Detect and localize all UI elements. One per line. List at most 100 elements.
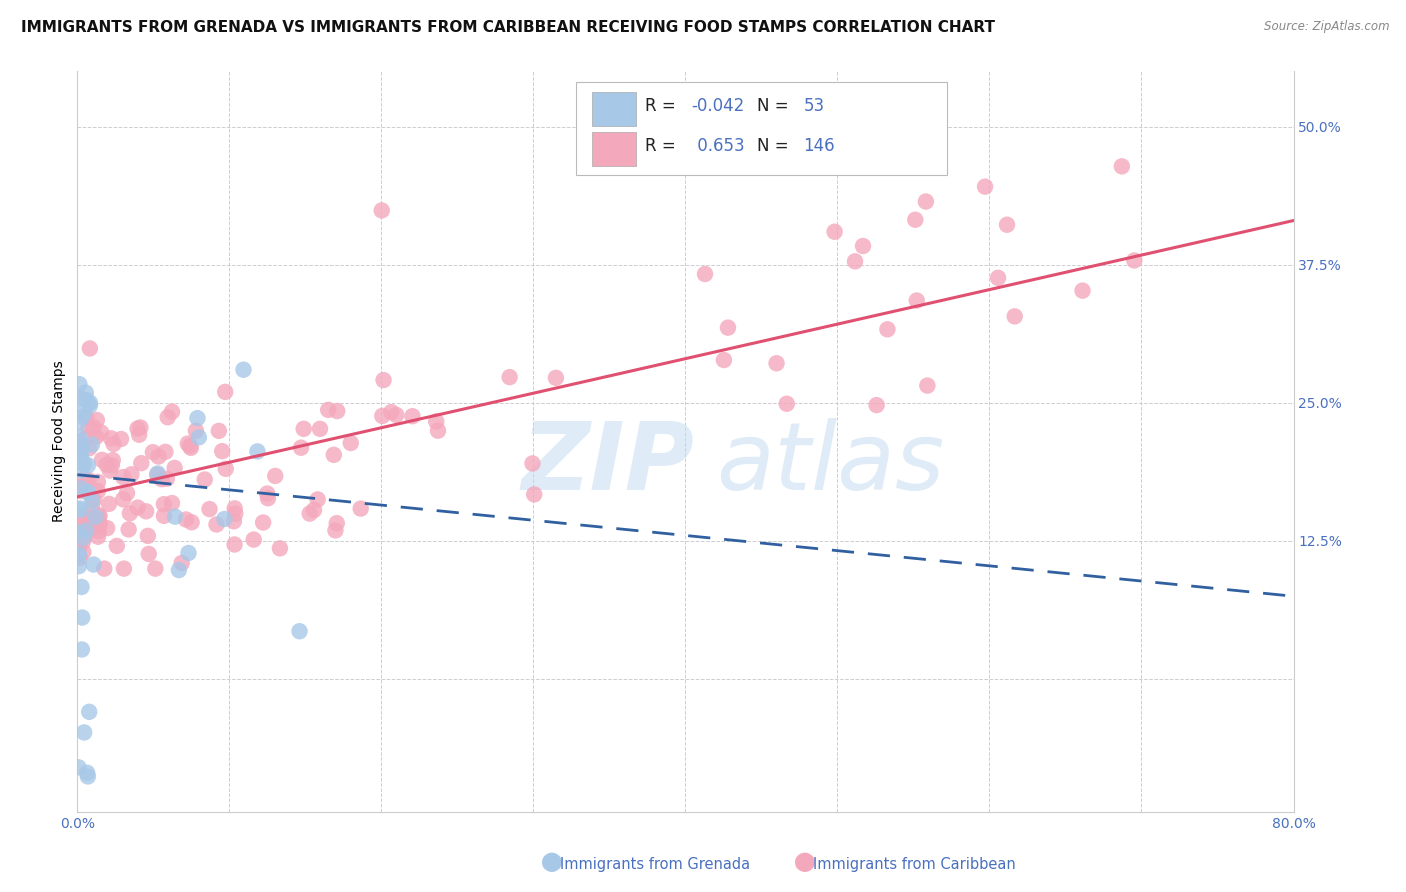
Point [544, 371, 567, 385]
Point [917, 378, 939, 392]
Point [75, 524, 97, 538]
Point [79, 395, 101, 409]
Point [904, 212, 927, 227]
Point [174, 512, 197, 526]
Text: N =: N = [758, 97, 794, 115]
Point [83, 519, 105, 533]
Text: ⬤: ⬤ [541, 853, 564, 872]
Point [160, 405, 183, 419]
Point [290, 441, 312, 455]
Point [995, 218, 1018, 232]
Point [264, 469, 287, 483]
Point [160, 496, 183, 510]
Point [98, 464, 121, 478]
Point [163, 509, 186, 524]
Point [96, 521, 118, 535]
Point [70, 449, 93, 463]
Point [79, 399, 101, 413]
Point [70, 580, 93, 594]
Point [87, 475, 110, 489]
Point [73, 472, 96, 486]
Point [87, 484, 110, 499]
Point [77, 420, 100, 434]
Point [156, 472, 179, 486]
Point [146, 467, 169, 481]
Point [110, 432, 132, 446]
Point [80, 494, 103, 508]
Point [198, 502, 221, 516]
Point [370, 203, 392, 218]
Point [77, 510, 100, 524]
Point [70, 463, 93, 477]
Point [184, 424, 207, 438]
Point [222, 514, 245, 528]
Point [117, 523, 139, 537]
Point [371, 409, 394, 423]
Point [72, 520, 94, 534]
Point [70, 441, 93, 455]
Point [69, 501, 91, 516]
Point [67, 434, 90, 449]
Point [309, 422, 332, 436]
Point [72, 534, 94, 549]
Point [75, 392, 97, 407]
Point [67, 377, 90, 392]
Point [915, 194, 938, 209]
Point [127, 422, 149, 436]
Point [87, 530, 110, 544]
Point [69, 392, 91, 406]
Point [75, 529, 97, 543]
Point [77, 442, 100, 456]
Point [67, 430, 90, 444]
Point [90, 425, 112, 440]
Point [150, 472, 173, 486]
Point [256, 486, 278, 500]
Point [67, 416, 90, 430]
Point [385, 408, 408, 422]
Point [70, 442, 93, 456]
Point [87, 516, 110, 530]
Point [75, 410, 97, 425]
Point [80, 500, 103, 515]
Point [177, 546, 200, 560]
Text: atlas: atlas [716, 418, 943, 509]
Point [269, 541, 291, 556]
Point [73, 515, 96, 529]
Point [91, 453, 114, 467]
Text: Immigrants from Grenada: Immigrants from Grenada [560, 857, 749, 872]
Point [105, 539, 128, 553]
Point [67, 441, 90, 455]
Point [427, 424, 450, 438]
Text: -0.042: -0.042 [692, 97, 745, 115]
Point [101, 453, 124, 467]
Point [339, 436, 361, 450]
Point [138, 547, 160, 561]
Point [115, 486, 138, 500]
Point [326, 404, 349, 418]
Text: N =: N = [758, 137, 794, 155]
Point [153, 508, 176, 523]
Point [523, 487, 546, 501]
Point [76, 484, 98, 499]
Point [224, 537, 246, 551]
Point [179, 439, 201, 453]
Point [69, 451, 91, 466]
Point [86, 413, 108, 427]
Point [67, 480, 90, 494]
Point [79, 342, 101, 356]
Text: ZIP: ZIP [522, 417, 695, 509]
Point [776, 397, 799, 411]
Point [70, 610, 93, 624]
Point [224, 501, 246, 516]
Point [522, 457, 544, 471]
Point [72, 441, 94, 455]
Point [129, 420, 152, 434]
Point [129, 456, 152, 470]
Point [211, 444, 233, 458]
FancyBboxPatch shape [576, 82, 946, 175]
Text: ⬤: ⬤ [794, 853, 817, 872]
Text: Source: ZipAtlas.com: Source: ZipAtlas.com [1264, 20, 1389, 33]
Point [135, 504, 157, 518]
Point [97, 497, 120, 511]
Point [80, 437, 103, 451]
